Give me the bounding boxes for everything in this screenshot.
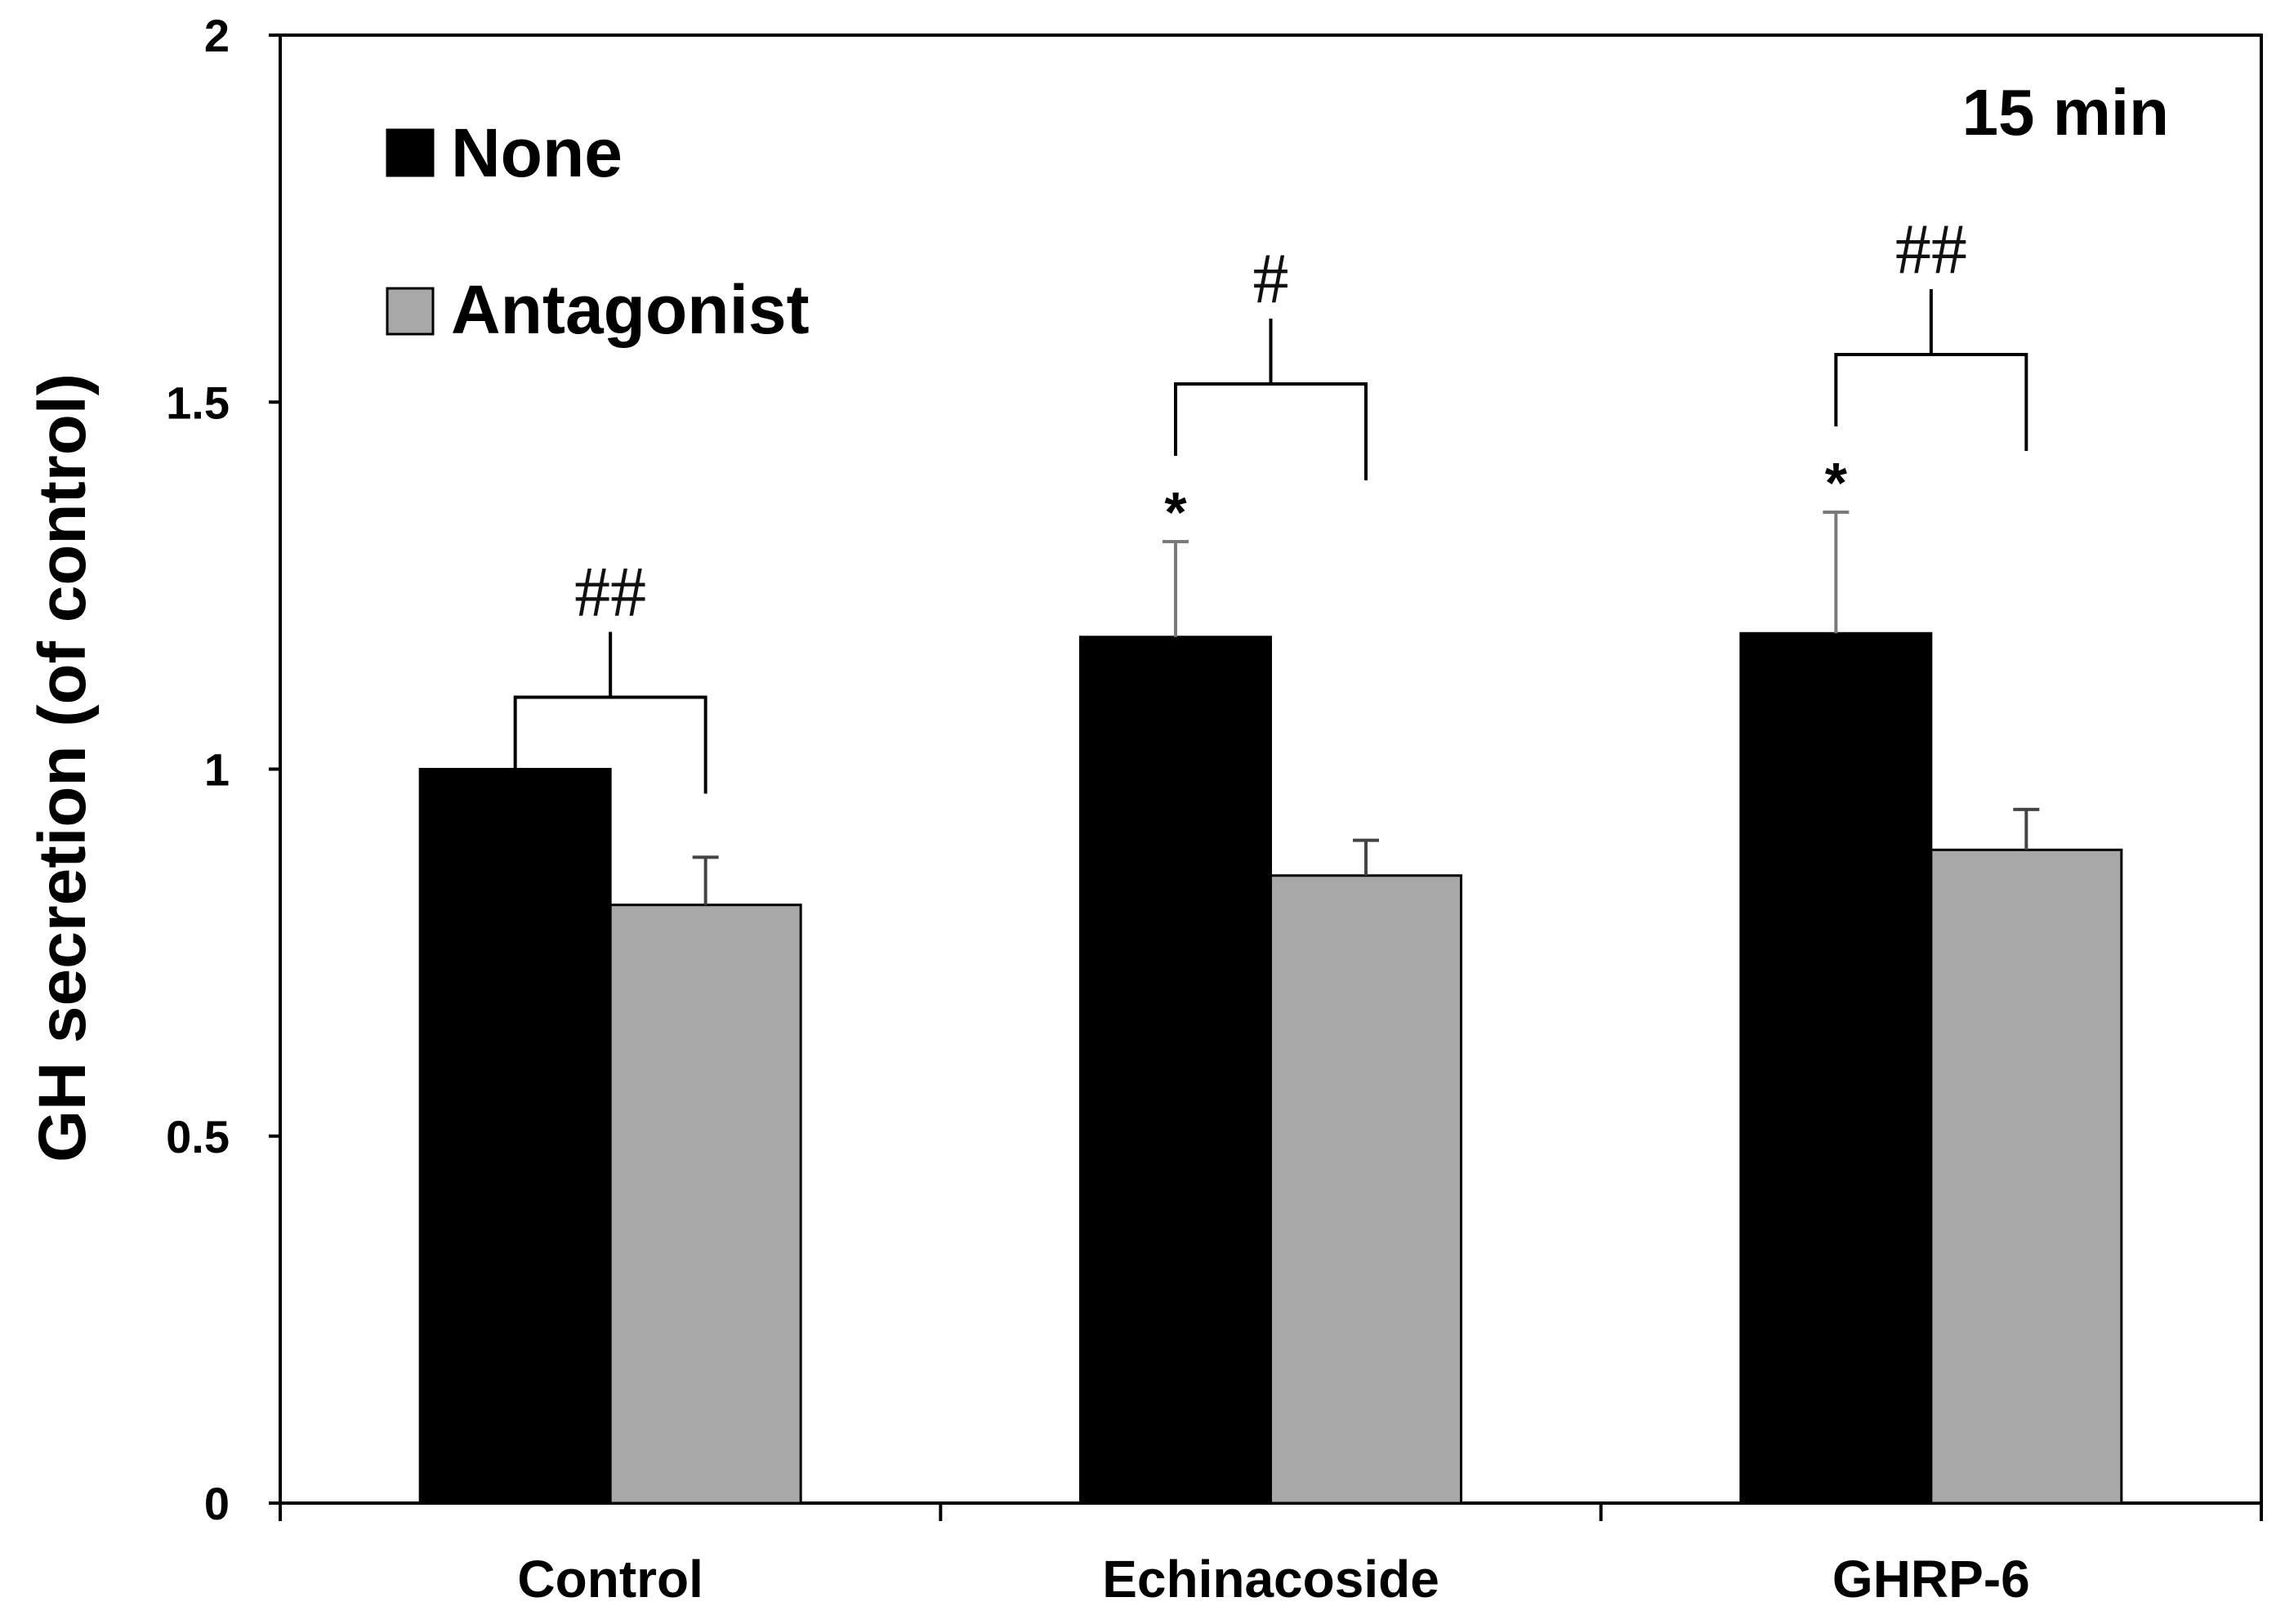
legend-swatch-none xyxy=(386,128,435,177)
error-bars xyxy=(692,511,2040,905)
bar-none-ghrp-6 xyxy=(1739,631,1933,1505)
significance-star: * xyxy=(1825,451,1848,515)
legend: None Antagonist xyxy=(386,114,810,348)
significance-hash: # xyxy=(1253,239,1289,319)
bar-none-control xyxy=(418,768,612,1505)
bars xyxy=(418,631,2123,1505)
y-tick-label: 1 xyxy=(204,744,230,796)
y-tick-label: 1.5 xyxy=(166,377,230,428)
legend-swatch-antagonist xyxy=(386,287,435,336)
x-category-label: Echinacoside xyxy=(1102,1550,1439,1608)
bar-antagonist-control xyxy=(609,903,802,1505)
x-category-label: Control xyxy=(517,1550,703,1608)
y-tick-label: 2 xyxy=(204,10,230,61)
x-category-label: GHRP-6 xyxy=(1832,1550,2030,1608)
legend-label-antagonist: Antagonist xyxy=(451,271,810,348)
x-axis-categories: Control Echinacoside GHRP-6 xyxy=(279,1503,2263,1608)
significance-star: * xyxy=(1164,480,1187,544)
bar-antagonist-ghrp-6 xyxy=(1930,848,2123,1505)
significance-bracket xyxy=(1834,289,2028,452)
y-axis-ticks: 0 0.5 1 1.5 2 xyxy=(166,10,280,1529)
significance-bracket xyxy=(1174,318,1368,480)
y-tick-label: 0 xyxy=(204,1478,230,1529)
y-tick-label: 0.5 xyxy=(166,1111,230,1162)
y-axis-label: GH secretion (of control) xyxy=(25,373,100,1162)
significance-markers: ###*##* xyxy=(513,210,2028,794)
bar-none-echinacoside xyxy=(1079,636,1272,1505)
significance-hash: ## xyxy=(1895,210,1967,289)
bar-antagonist-echinacoside xyxy=(1270,874,1462,1505)
legend-label-none: None xyxy=(451,114,623,191)
significance-hash: ## xyxy=(574,553,646,632)
significance-bracket xyxy=(513,631,707,794)
time-annotation: 15 min xyxy=(1962,76,2169,149)
